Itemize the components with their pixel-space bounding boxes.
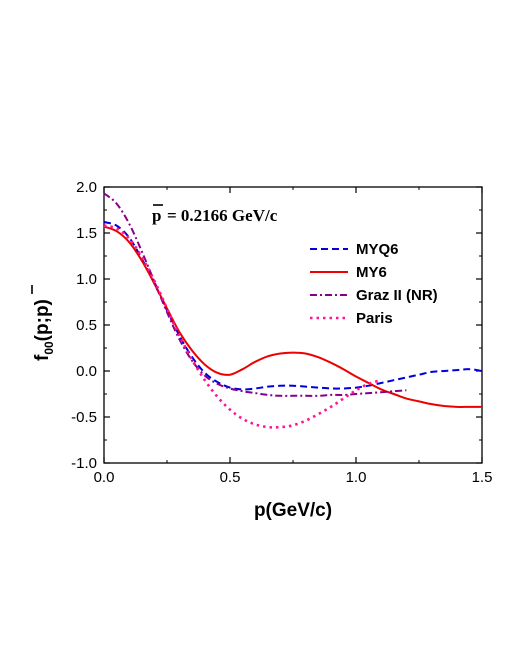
x-axis-label: p(GeV/c) bbox=[254, 500, 332, 521]
series-line-myq6 bbox=[103, 221, 483, 391]
y-tick-label: -0.5 bbox=[71, 409, 97, 426]
y-axis-label: f00(p;p) bbox=[31, 285, 56, 361]
series-line-paris bbox=[103, 224, 382, 429]
y-tick-label: 1.0 bbox=[76, 271, 97, 288]
svg-text:f00(p;p): f00(p;p) bbox=[32, 299, 56, 361]
x-tick-label: 0.5 bbox=[220, 469, 241, 486]
legend-label-myq6: MYQ6 bbox=[356, 241, 399, 258]
y-tick-label: 2.0 bbox=[76, 179, 97, 196]
y-tick-label: -1.0 bbox=[71, 455, 97, 472]
ticks-layer: 0.0 0.5 1.0 1.5 -1.0 -0.5 0.0 0.5 1.0 1.5 2.0 bbox=[71, 179, 492, 486]
y-tick-label: 1.5 bbox=[76, 225, 97, 242]
y-axis-label-sub: 00 bbox=[42, 341, 56, 355]
legend-label-graz-ii-nr: Graz II (NR) bbox=[356, 287, 438, 304]
legend-label-my6: MY6 bbox=[356, 264, 387, 281]
plot-frame bbox=[103, 186, 483, 464]
y-tick-label: 0.5 bbox=[76, 317, 97, 334]
legend: MYQ6 MY6 Graz II (NR) Paris bbox=[310, 241, 438, 327]
x-tick-label: 1.5 bbox=[472, 469, 493, 486]
annotation-symbol: p bbox=[152, 206, 161, 225]
x-tick-label: 1.0 bbox=[346, 469, 367, 486]
y-axis-label-main: f bbox=[32, 354, 53, 361]
y-tick-label: 0.0 bbox=[76, 363, 97, 380]
series-line-my6 bbox=[103, 225, 482, 408]
series-layer bbox=[103, 192, 483, 429]
legend-label-paris: Paris bbox=[356, 310, 393, 327]
y-axis-label-args: (p;p) bbox=[32, 299, 53, 341]
x-tick-label: 0.0 bbox=[94, 469, 115, 486]
annotation-value: = 0.2166 GeV/c bbox=[167, 206, 278, 225]
series-line-graz-ii-nr bbox=[103, 192, 407, 397]
annotation: p = 0.2166 GeV/c bbox=[152, 204, 278, 225]
